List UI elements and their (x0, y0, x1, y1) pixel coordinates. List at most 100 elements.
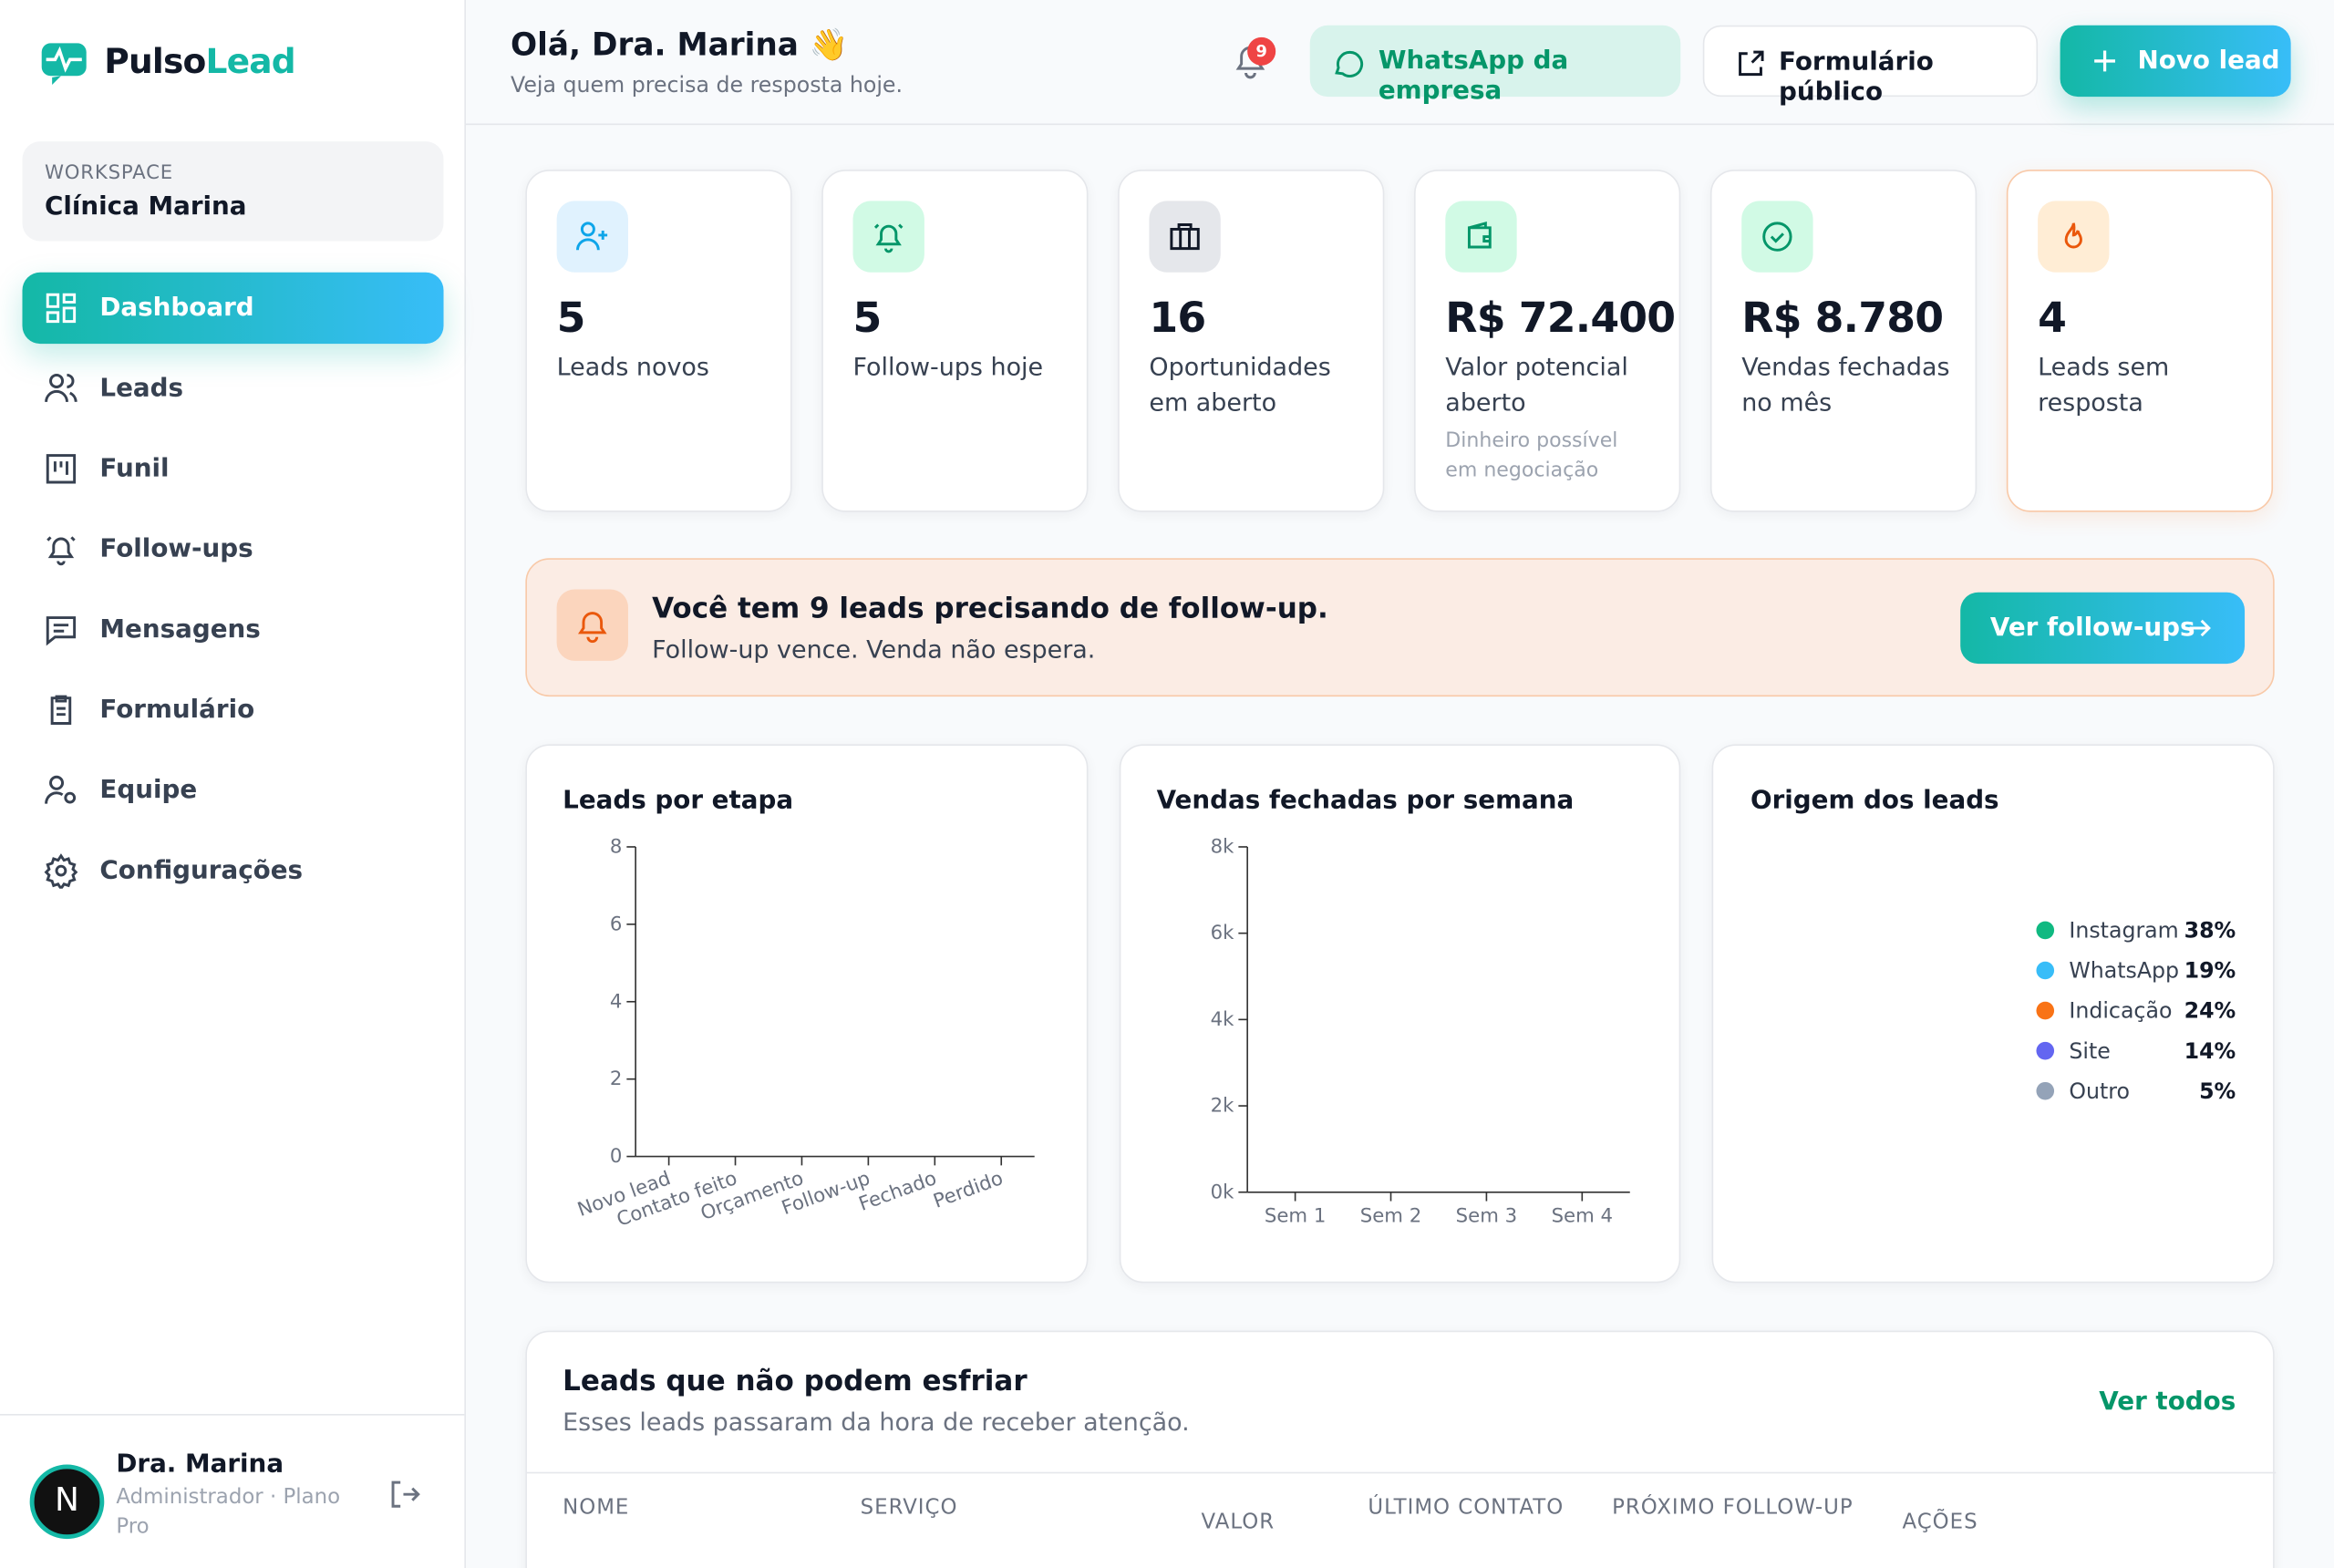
y-tick-label: 6k (1211, 922, 1235, 944)
legend-swatch (2036, 921, 2055, 940)
logout-icon[interactable] (388, 1478, 421, 1511)
x-tick-label: Sem 2 (1360, 1204, 1421, 1227)
nav-item[interactable]: Configurações (22, 835, 443, 906)
nav-item[interactable]: Follow-ups (22, 513, 443, 584)
kpi-value: 5 (852, 293, 883, 343)
x-tick-label: Perdido (931, 1167, 1007, 1213)
kpi-icon (1467, 221, 1492, 249)
column-header: PRÓXIMO FOLLOW-UP (1612, 1495, 1854, 1520)
kpi-label: Valor potencial aberto (1445, 352, 1628, 418)
workspace[interactable]: WORKSPACE Clínica Marina (22, 141, 444, 242)
icon-path (1170, 223, 1200, 251)
y-tick-label: 0 (610, 1145, 623, 1168)
legend-swatch (2036, 1041, 2055, 1060)
form-button[interactable]: Formulário público (1702, 25, 2039, 108)
nav-item[interactable]: Equipe (22, 755, 443, 826)
legend-value: 14% (2184, 1038, 2236, 1064)
notification-badge: 9 (1247, 36, 1276, 66)
workspace-name: Clínica Marina (44, 191, 247, 222)
nav-item[interactable]: Formulário (22, 675, 443, 746)
kpi-icon-box (1445, 201, 1517, 273)
new-lead-button[interactable]: Novo lead (2060, 25, 2291, 98)
legend-swatch (2036, 961, 2055, 980)
y-tick-label: 4 (610, 990, 623, 1013)
kpi-icon-box (1741, 201, 1813, 273)
nav-label: Formulário (99, 695, 255, 726)
nav-label: Equipe (99, 775, 198, 806)
nav-icon (46, 536, 76, 566)
kpi-icon (1762, 222, 1792, 252)
nav-item[interactable]: Mensagens (22, 593, 443, 665)
plus-icon (2094, 50, 2115, 72)
brand: PulsoLead (104, 43, 295, 81)
column-header: VALOR (1201, 1511, 1275, 1535)
icon-path (44, 853, 78, 889)
nav-label: Funil (99, 453, 170, 484)
kpi-label: Vendas fechadas no mês (1741, 352, 1950, 418)
alert-button-label: Ver follow-ups (1989, 613, 2195, 644)
icon-path (46, 536, 76, 566)
alert-icon-box (556, 589, 628, 661)
x-tick-label: Sem 1 (1265, 1204, 1326, 1227)
legend-swatch (2036, 1081, 2055, 1100)
workspace-label: WORKSPACE (44, 161, 173, 185)
kpi-icon-box (1149, 201, 1221, 273)
icon-path (50, 695, 72, 725)
icon-path (45, 775, 77, 804)
kpi-card: 5 Follow-ups hoje (821, 170, 1089, 512)
nav-item[interactable]: Leads (22, 353, 443, 424)
kpi-icon-box (556, 201, 628, 273)
alert-title: Você tem 9 leads precisando de follow-up… (652, 592, 1328, 625)
alert-banner: Você tem 9 leads precisando de follow-up… (525, 558, 2275, 697)
legend-label: Outro (2069, 1078, 2130, 1104)
nav-label: Dashboard (99, 293, 254, 324)
nav-label: Leads (99, 373, 184, 404)
icon-path (46, 616, 77, 646)
brand-a: Pulso (104, 43, 206, 82)
table-divider (526, 1471, 2277, 1474)
nav-label: Mensagens (99, 614, 261, 645)
column-header: ÚLTIMO CONTATO (1368, 1495, 1565, 1520)
chart-title: Origem dos leads (1750, 785, 1999, 815)
kpi-value: R$ 8.780 (1741, 293, 1944, 343)
y-tick-label: 8 (610, 836, 623, 859)
legend-value: 24% (2184, 998, 2236, 1024)
whatsapp-button[interactable]: WhatsApp da empresa (1309, 25, 1681, 106)
legend-label: Instagram (2069, 918, 2178, 944)
alert-text: Follow-up vence. Venda não espera. (652, 635, 1096, 665)
nav-icon (45, 775, 77, 804)
icon-path (46, 454, 77, 484)
kpi-label: Leads sem resposta (2038, 352, 2170, 418)
y-tick-label: 2 (610, 1068, 623, 1090)
form-label: Formulário público (1779, 47, 1934, 108)
see-all-link[interactable]: Ver todos (2099, 1387, 2236, 1418)
table-subtitle: Esses leads passaram da hora de receber … (563, 1408, 1190, 1437)
nav-label: Configurações (99, 855, 304, 886)
nav-icon (50, 695, 72, 725)
sidebar: PulsoLead WORKSPACE Clínica Marina Dashbo… (0, 0, 467, 1568)
table-title: Leads que não podem esfriar (563, 1365, 1028, 1398)
legend-label: Indicação (2069, 998, 2172, 1024)
header: Olá, Dra. Marina 👋 Veja quem precisa de … (466, 0, 2334, 126)
alert-button[interactable]: Ver follow-ups (1960, 592, 2246, 665)
kpi-icon-box (2038, 201, 2110, 273)
table-card: Leads que não podem esfriar Esses leads … (525, 1330, 2277, 1568)
x-tick-label: Fechado (856, 1167, 940, 1216)
nav-icon (46, 293, 77, 324)
icon-path (575, 222, 608, 251)
column-header: AÇÕES (1902, 1511, 1978, 1535)
whatsapp-icon (1335, 50, 1364, 77)
chart-card (1119, 744, 1681, 1284)
nav-item[interactable]: Funil (22, 433, 443, 504)
icon-path (873, 223, 904, 253)
kpi-card: R$ 8.780 Vendas fechadas no mês (1709, 170, 1978, 512)
kpi-label: Follow-ups hoje (852, 352, 1044, 381)
nav-icon (46, 454, 77, 484)
nav-item[interactable]: Dashboard (22, 272, 444, 345)
nav-icon (44, 853, 78, 889)
whatsapp-label: WhatsApp da empresa (1378, 46, 1569, 106)
